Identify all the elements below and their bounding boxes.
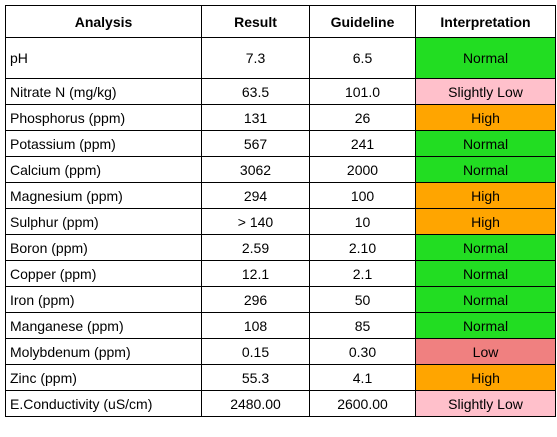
header-result: Result	[201, 5, 310, 38]
guideline-cell: 4.1	[309, 364, 416, 391]
result-cell: 3062	[201, 156, 310, 183]
table-row: Calcium (ppm) 3062 2000 Normal	[5, 156, 556, 183]
interpretation-cell: Normal	[415, 312, 556, 339]
guideline-cell: 101.0	[309, 78, 416, 105]
interpretation-cell: Normal	[415, 234, 556, 261]
interpretation-cell: Normal	[415, 156, 556, 183]
interpretation-cell: High	[415, 104, 556, 131]
guideline-cell: 241	[309, 130, 416, 157]
result-cell: > 140	[201, 208, 310, 235]
interpretation-cell: Slightly Low	[415, 78, 556, 105]
result-cell: 296	[201, 286, 310, 313]
table-row: Nitrate N (mg/kg) 63.5 101.0 Slightly Lo…	[5, 78, 556, 105]
analysis-cell: Copper (ppm)	[5, 260, 202, 287]
table-row: Magnesium (ppm) 294 100 High	[5, 182, 556, 209]
interpretation-cell: High	[415, 182, 556, 209]
soil-analysis-table: Analysis Result Guideline Interpretation…	[5, 5, 556, 417]
analysis-cell: E.Conductivity (uS/cm)	[5, 390, 202, 417]
interpretation-cell: Normal	[415, 260, 556, 287]
guideline-cell: 100	[309, 182, 416, 209]
interpretation-cell: High	[415, 208, 556, 235]
result-cell: 567	[201, 130, 310, 157]
table-row: Molybdenum (ppm) 0.15 0.30 Low	[5, 338, 556, 365]
guideline-cell: 6.5	[309, 37, 416, 79]
header-analysis: Analysis	[5, 5, 202, 38]
table-row: Manganese (ppm) 108 85 Normal	[5, 312, 556, 339]
analysis-cell: Zinc (ppm)	[5, 364, 202, 391]
guideline-cell: 2.1	[309, 260, 416, 287]
header-guideline: Guideline	[309, 5, 416, 38]
analysis-cell: Sulphur (ppm)	[5, 208, 202, 235]
interpretation-cell: Slightly Low	[415, 390, 556, 417]
table-row: Zinc (ppm) 55.3 4.1 High	[5, 364, 556, 391]
table-row: Potassium (ppm) 567 241 Normal	[5, 130, 556, 157]
interpretation-cell: High	[415, 364, 556, 391]
guideline-cell: 26	[309, 104, 416, 131]
analysis-cell: pH	[5, 37, 202, 79]
result-cell: 2480.00	[201, 390, 310, 417]
interpretation-cell: Normal	[415, 130, 556, 157]
table-row: Iron (ppm) 296 50 Normal	[5, 286, 556, 313]
analysis-cell: Calcium (ppm)	[5, 156, 202, 183]
interpretation-cell: Low	[415, 338, 556, 365]
result-cell: 131	[201, 104, 310, 131]
table-row: pH 7.3 6.5 Normal	[5, 37, 556, 79]
interpretation-cell: Normal	[415, 37, 556, 79]
result-cell: 0.15	[201, 338, 310, 365]
table-header-row: Analysis Result Guideline Interpretation	[5, 5, 556, 38]
analysis-cell: Manganese (ppm)	[5, 312, 202, 339]
guideline-cell: 10	[309, 208, 416, 235]
analysis-cell: Nitrate N (mg/kg)	[5, 78, 202, 105]
result-cell: 108	[201, 312, 310, 339]
result-cell: 2.59	[201, 234, 310, 261]
result-cell: 12.1	[201, 260, 310, 287]
table-row: Boron (ppm) 2.59 2.10 Normal	[5, 234, 556, 261]
guideline-cell: 50	[309, 286, 416, 313]
table-row: Copper (ppm) 12.1 2.1 Normal	[5, 260, 556, 287]
analysis-cell: Molybdenum (ppm)	[5, 338, 202, 365]
interpretation-cell: Normal	[415, 286, 556, 313]
analysis-cell: Potassium (ppm)	[5, 130, 202, 157]
table-body: pH 7.3 6.5 Normal Nitrate N (mg/kg) 63.5…	[5, 37, 556, 417]
analysis-cell: Iron (ppm)	[5, 286, 202, 313]
guideline-cell: 2600.00	[309, 390, 416, 417]
header-interpretation: Interpretation	[415, 5, 556, 38]
table-row: Sulphur (ppm) > 140 10 High	[5, 208, 556, 235]
table-row: E.Conductivity (uS/cm) 2480.00 2600.00 S…	[5, 390, 556, 417]
result-cell: 55.3	[201, 364, 310, 391]
analysis-cell: Boron (ppm)	[5, 234, 202, 261]
analysis-cell: Magnesium (ppm)	[5, 182, 202, 209]
guideline-cell: 2000	[309, 156, 416, 183]
result-cell: 63.5	[201, 78, 310, 105]
guideline-cell: 85	[309, 312, 416, 339]
table-row: Phosphorus (ppm) 131 26 High	[5, 104, 556, 131]
analysis-cell: Phosphorus (ppm)	[5, 104, 202, 131]
result-cell: 7.3	[201, 37, 310, 79]
guideline-cell: 2.10	[309, 234, 416, 261]
guideline-cell: 0.30	[309, 338, 416, 365]
result-cell: 294	[201, 182, 310, 209]
